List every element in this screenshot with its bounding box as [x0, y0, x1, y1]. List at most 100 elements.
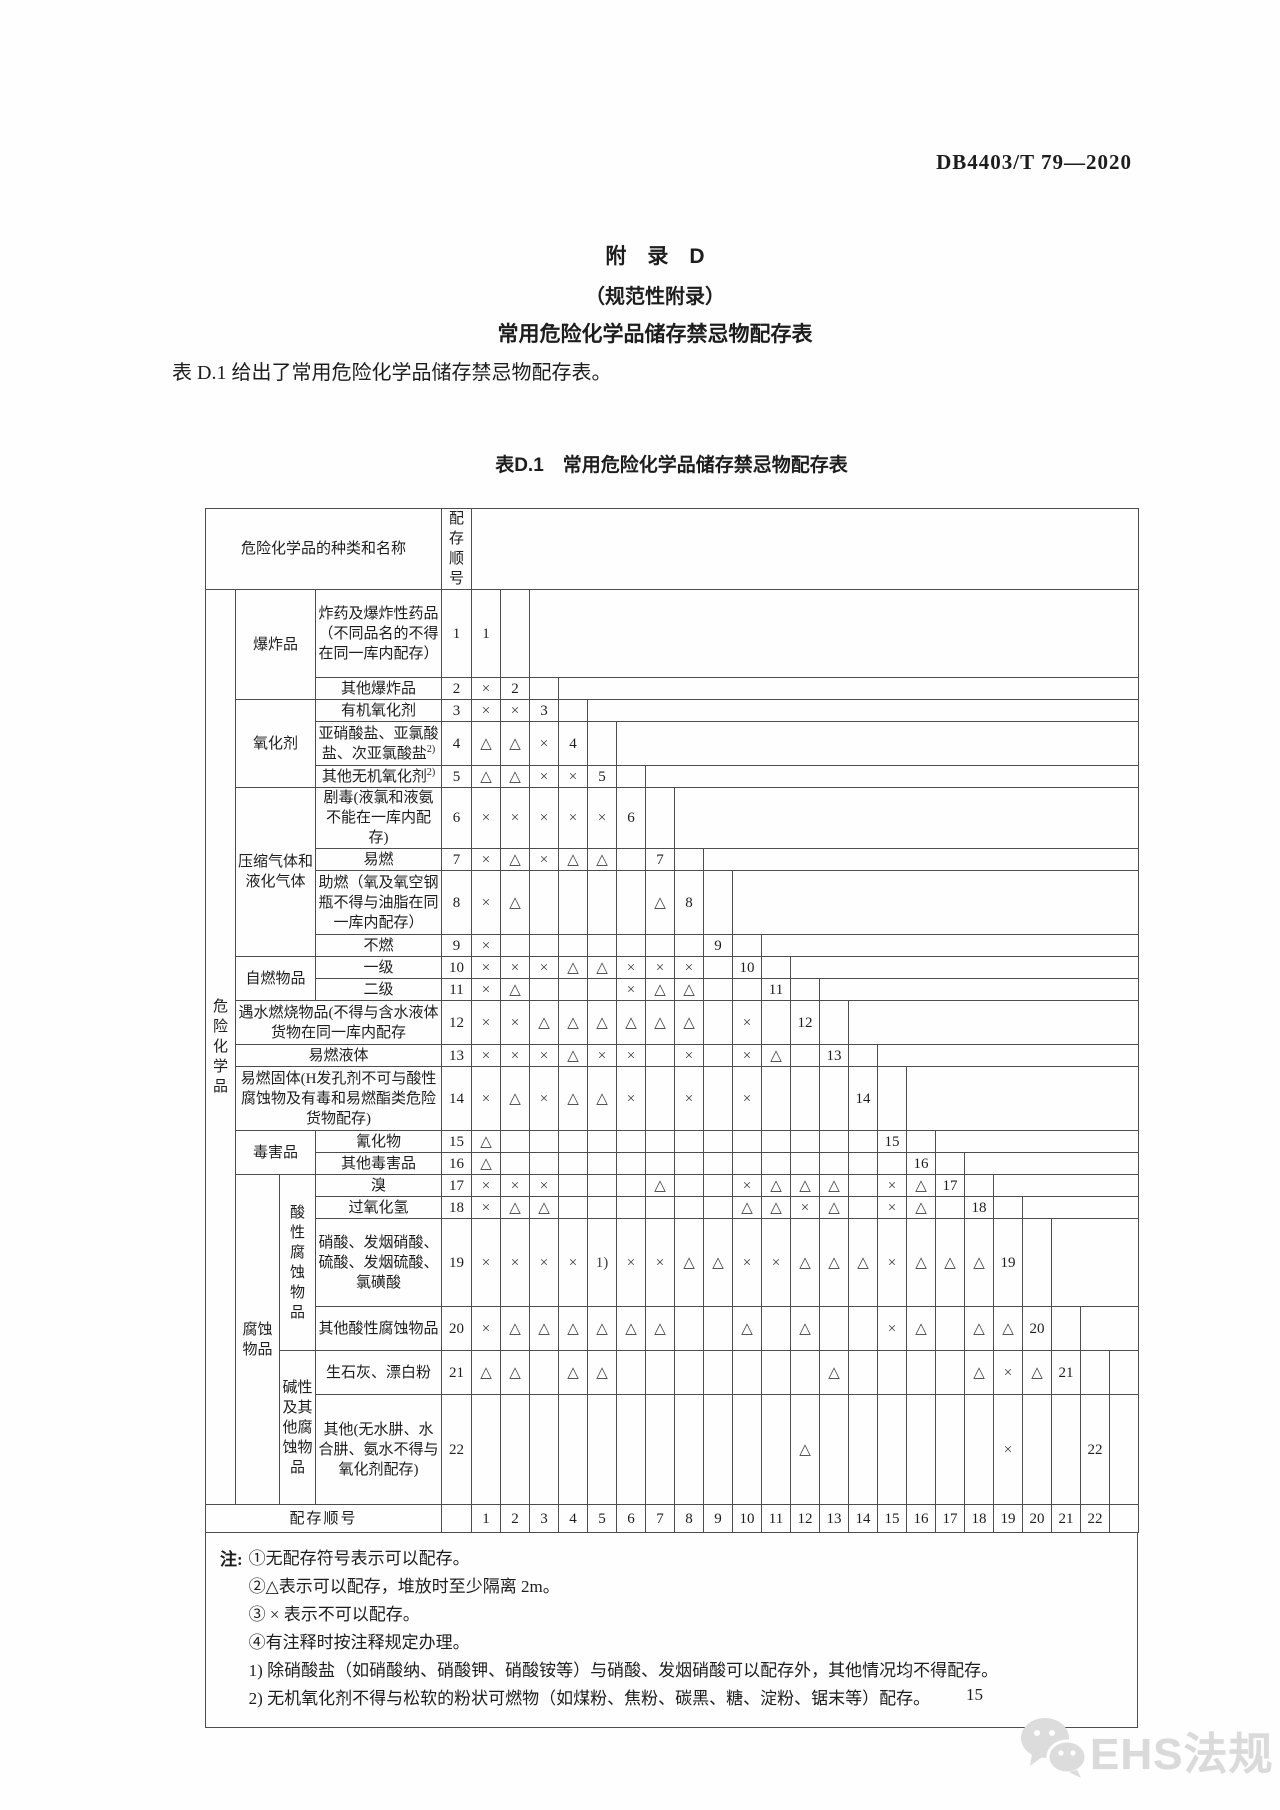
matrix-cell: △ — [790, 1218, 821, 1307]
diagonal-cell: 14 — [848, 1066, 879, 1131]
diagonal-cell: 3 — [529, 699, 560, 722]
matrix-cell — [616, 1174, 647, 1197]
table-row: 亚硝酸盐、亚氯酸盐、次亚氯酸盐2) 4 △ △ × 4 — [206, 721, 1140, 766]
matrix-cell — [732, 1152, 763, 1175]
matrix-cell: × — [558, 787, 589, 849]
matrix-cell — [877, 1350, 908, 1395]
row-filler — [819, 978, 1140, 1001]
table-row: 过氧化氢 18 × △ △ △ △ × △ × △ 18 — [206, 1196, 1140, 1219]
matrix-cell: △ — [471, 721, 502, 766]
matrix-cell — [616, 1394, 647, 1505]
matrix-cell — [616, 1130, 647, 1153]
row-filler — [848, 1000, 1140, 1045]
row-filler — [558, 677, 1140, 700]
matrix-cell — [645, 1152, 676, 1175]
matrix-cell — [732, 1350, 763, 1395]
matrix-cell — [819, 1152, 850, 1175]
matrix-cell: × — [471, 1218, 502, 1307]
matrix-body: 危险化学品的种类和名称 配存顺号危 险 化 学 品爆炸品 炸药及爆炸性药品（不同品名… — [204, 508, 1140, 1533]
diagonal-cell: 12 — [790, 1000, 821, 1045]
matrix-cell — [645, 1196, 676, 1219]
name-cell: 其他酸性腐蚀物品 — [314, 1306, 443, 1351]
matrix-cell — [558, 978, 589, 1001]
header-filler — [471, 508, 1140, 590]
matrix-cell — [471, 1394, 502, 1505]
step-end-cell — [732, 934, 763, 957]
seq-cell: 9 — [441, 934, 473, 957]
matrix-cell: △ — [500, 1196, 531, 1219]
table-row: 自燃物品 一级 10 × × × △ △ × × × 10 — [206, 956, 1140, 1001]
matrix-cell: △ — [500, 765, 531, 788]
seq-cell: 11 — [441, 978, 473, 1001]
matrix-cell: △ — [964, 1306, 995, 1351]
matrix-cell: × — [500, 1044, 531, 1067]
matrix-cell — [703, 978, 734, 1001]
matrix-cell: × — [877, 1306, 908, 1351]
matrix-cell — [558, 870, 589, 935]
note-superscript: 2) — [426, 766, 436, 778]
diagonal-cell: 22 — [1080, 1394, 1111, 1505]
matrix-cell: △ — [558, 1306, 589, 1351]
row-filler — [964, 1152, 1140, 1175]
table-caption: 表D.1 常用危险化学品储存禁忌物配存表 — [495, 455, 848, 476]
matrix-cell — [703, 1152, 734, 1175]
matrix-cell: × — [500, 1218, 531, 1307]
matrix-cell: △ — [819, 1174, 850, 1197]
matrix-cell — [848, 1196, 879, 1219]
matrix-cell — [500, 1152, 531, 1175]
matrix-cell — [703, 1066, 734, 1131]
category-cell: 腐蚀物品 — [235, 1174, 280, 1505]
matrix-cell — [732, 1394, 763, 1505]
table-row: 其他毒害品 16 △ 16 — [206, 1152, 1140, 1175]
matrix-cell: △ — [790, 1174, 821, 1197]
seq-cell: 20 — [441, 1306, 473, 1351]
matrix-cell: △ — [558, 848, 589, 871]
matrix-cell — [500, 1130, 531, 1153]
matrix-cell: △ — [529, 1196, 560, 1219]
matrix-cell — [790, 1066, 821, 1131]
matrix-cell — [761, 1394, 792, 1505]
name-cell: 易燃 — [314, 848, 443, 871]
matrix-cell: × — [529, 787, 560, 849]
step-end-cell — [616, 765, 647, 788]
matrix-cell: × — [471, 1044, 502, 1067]
intro-paragraph: 表 D.1 给出了常用危险化学品储存禁忌物配存表。 — [172, 362, 612, 384]
table-row: 碱性及其他腐蚀物品 生石灰、漂白粉 21 △ △ △ △ △ △ × △ 21 — [206, 1350, 1140, 1505]
row-filler — [587, 699, 1140, 722]
matrix-cell: △ — [732, 1306, 763, 1351]
name-cell: 其他毒害品 — [314, 1152, 443, 1175]
matrix-cell — [616, 1196, 647, 1219]
matrix-cell — [761, 1350, 792, 1395]
matrix-cell: △ — [790, 1306, 821, 1351]
matrix-cell: △ — [616, 1000, 647, 1045]
matrix-cell — [848, 1174, 879, 1197]
diagonal-cell: 11 — [761, 978, 792, 1001]
watermark: EHS法规 — [1018, 1716, 1273, 1783]
name-cell: 不燃 — [314, 934, 443, 957]
matrix-cell — [703, 1130, 734, 1153]
name-cell: 其他无机氧化剂2) — [314, 765, 443, 788]
step-end-cell — [935, 1152, 966, 1175]
matrix-cell — [529, 1152, 560, 1175]
name-cell: 易燃液体 — [234, 1044, 443, 1067]
diagonal-cell: 7 — [645, 848, 676, 871]
seq-cell: 13 — [441, 1044, 473, 1067]
matrix-cell — [703, 1044, 734, 1067]
matrix-cell — [819, 1066, 850, 1131]
compatibility-table: 危险化学品的种类和名称 配存顺号危 险 化 学 品爆炸品 炸药及爆炸性药品（不同品名… — [204, 508, 1140, 1533]
matrix-cell: △ — [529, 1000, 560, 1045]
footer-number: 3 — [529, 1504, 560, 1533]
step-end-cell — [877, 1066, 908, 1131]
notes-box: 注: ①无配存符号表示可以配存。 ②△表示可以配存，堆放时至少隔离 2m。 ③ × … — [205, 1533, 1138, 1728]
table-row: 二级 11 × △ × △ △ 11 — [206, 978, 1140, 1001]
matrix-cell — [558, 1152, 589, 1175]
row-filler — [645, 765, 1140, 788]
matrix-cell: △ — [732, 1196, 763, 1219]
seq-header: 配存顺号 — [441, 508, 473, 590]
row-filler — [529, 589, 1140, 678]
matrix-cell — [906, 1350, 937, 1395]
matrix-cell: × — [674, 956, 705, 979]
footer-label: 配存顺号 — [204, 1504, 443, 1533]
table-row: 易燃液体 13 × × × △ × × × × △ 13 — [206, 1044, 1140, 1067]
